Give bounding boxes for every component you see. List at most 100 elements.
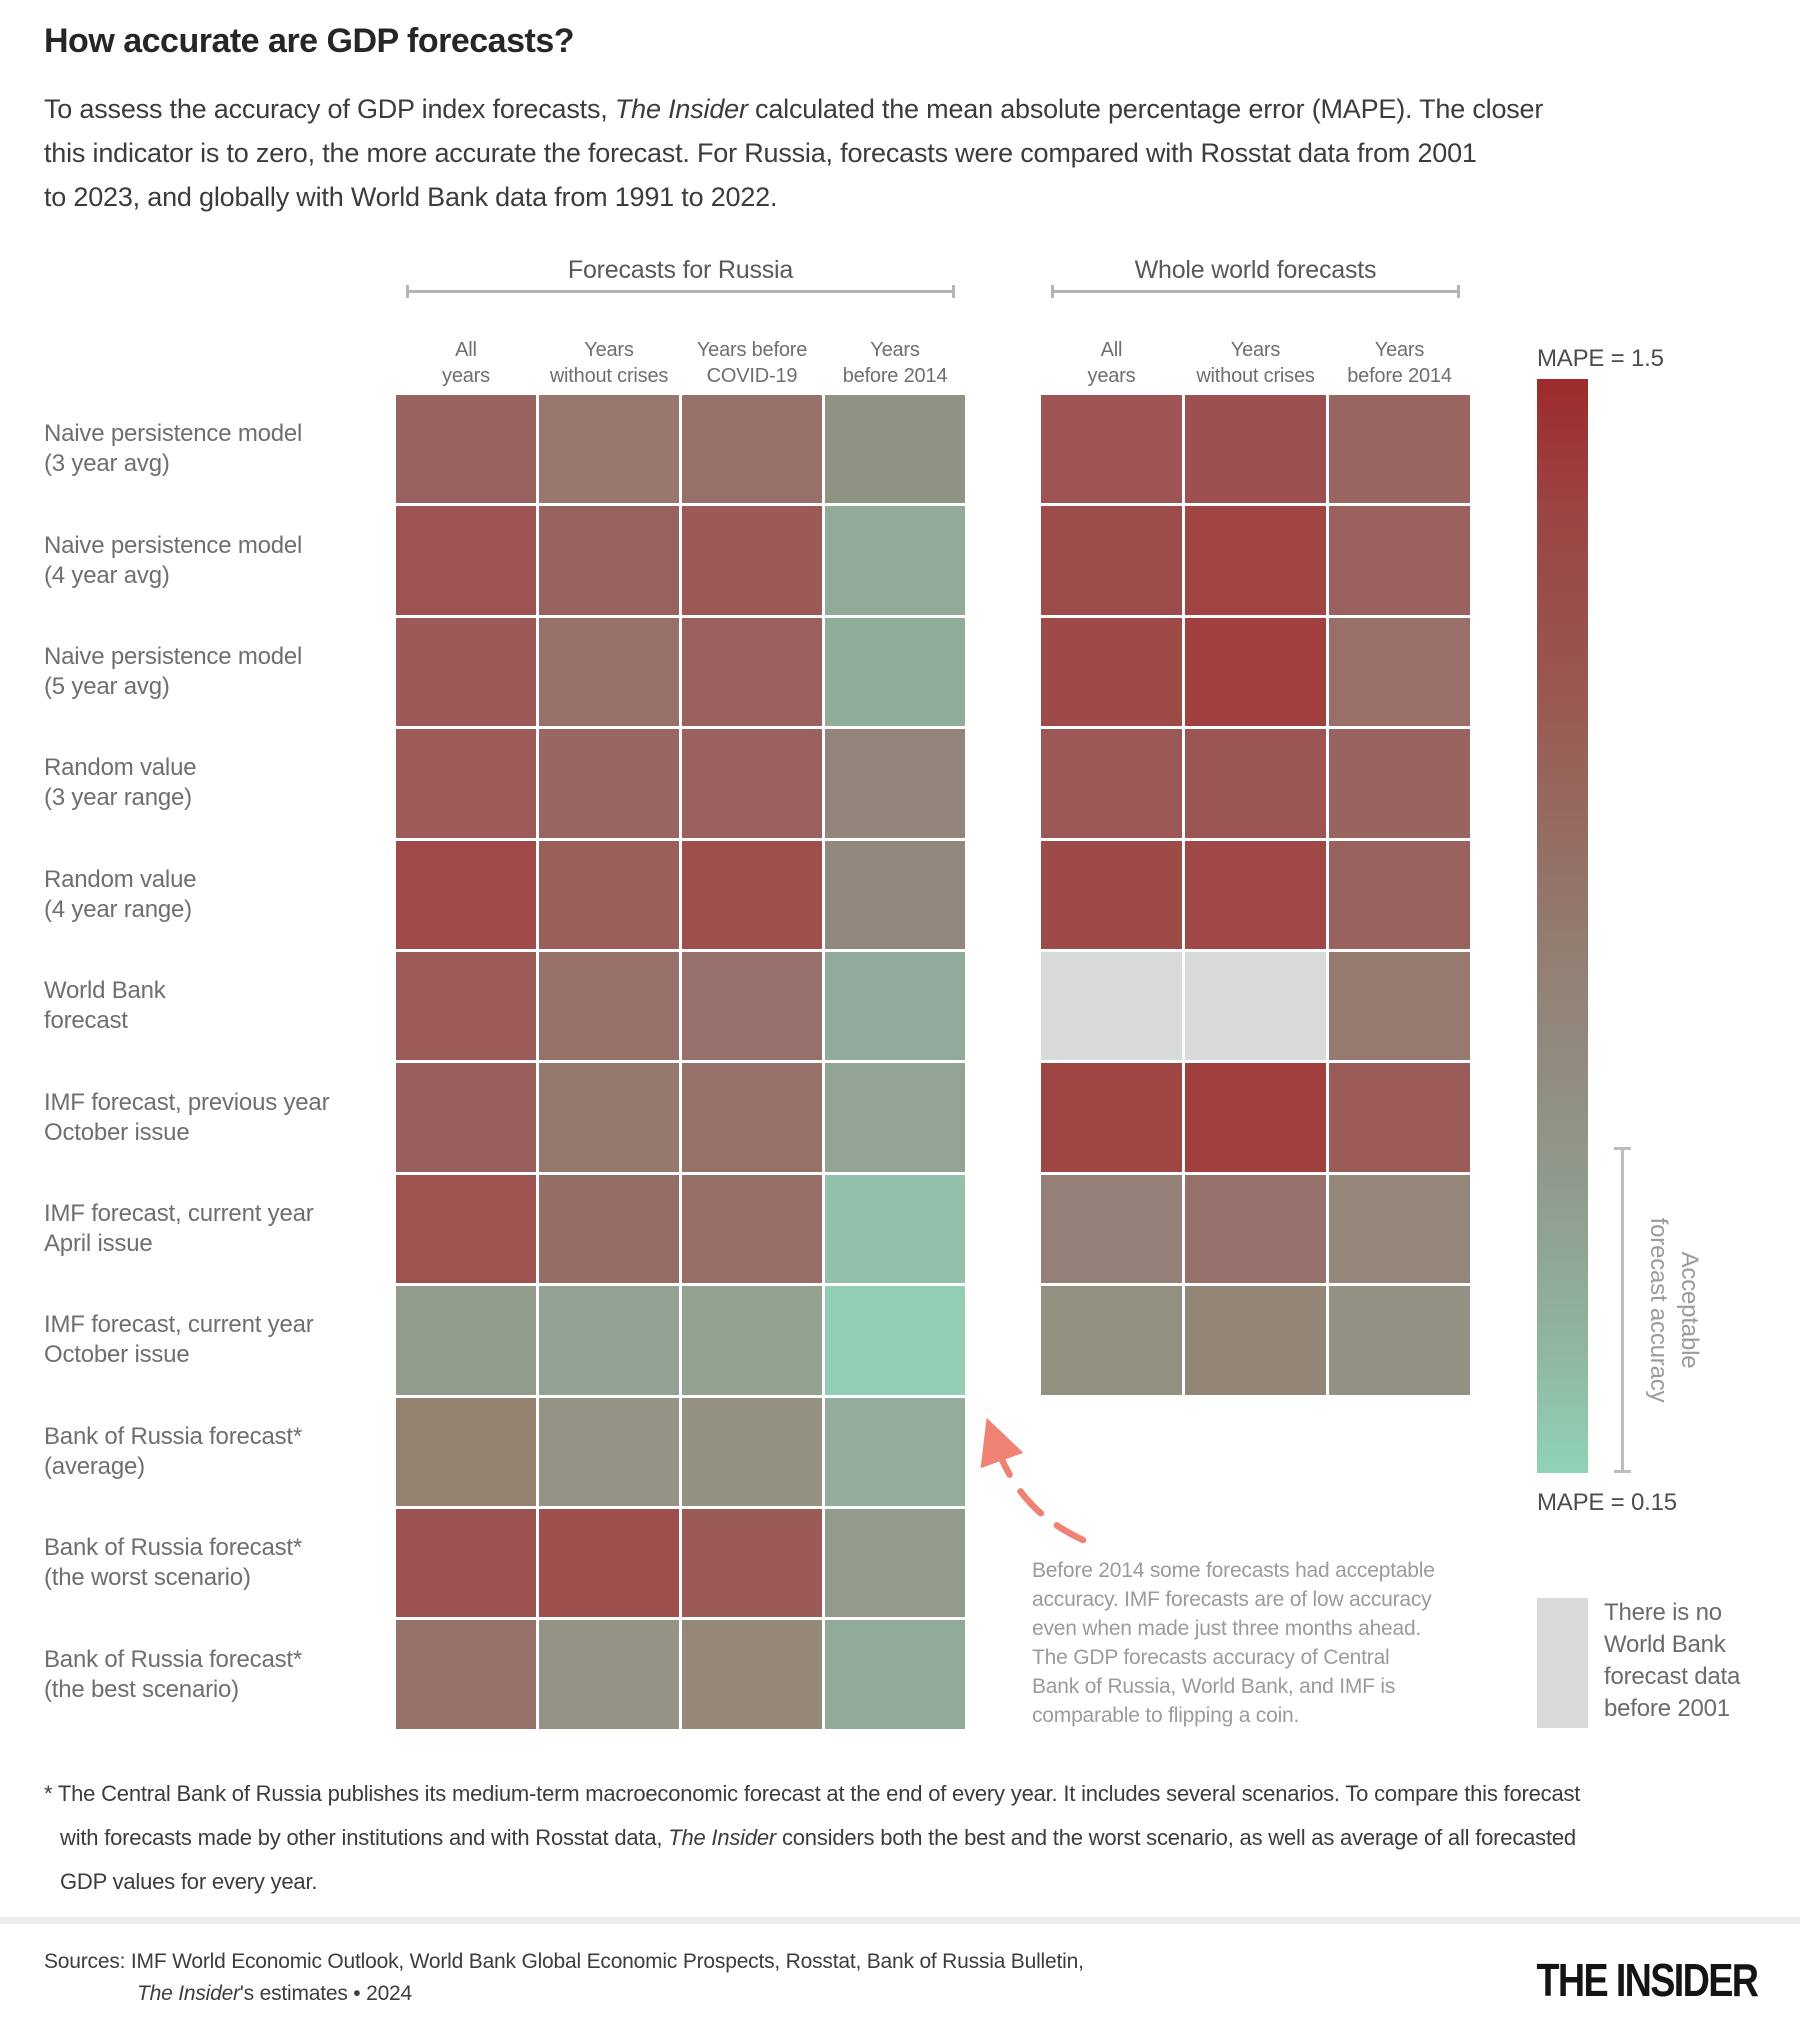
row-label-line: (4 year avg) — [44, 561, 170, 589]
no-data-label: There is no World Bank forecast data bef… — [1604, 1599, 1741, 1722]
heatmap-cell-r3c1 — [396, 617, 536, 727]
row-label: Naive persistence model (4 year avg) — [44, 506, 389, 614]
heatmap-cell-r7c2 — [1185, 1063, 1326, 1172]
heatmap-cell-r6c4 — [825, 951, 965, 1061]
row-label-line: Random value — [44, 754, 197, 782]
heatmap-cell-r5c2 — [539, 840, 679, 949]
page-title: How accurate are GDP forecasts? — [44, 22, 575, 60]
row-label-line: Naive persistence model — [44, 531, 303, 559]
heatmap-cell-r6c1 — [396, 951, 536, 1061]
footnote-line: with forecasts made by other institution… — [60, 1825, 1576, 1850]
heatmap-cell-r2c3 — [1329, 506, 1470, 615]
heatmap-cell-r11c2 — [539, 1508, 679, 1618]
column-header-line: COVID-19 — [706, 365, 798, 387]
heatmap-cell-r8c1 — [1041, 1174, 1182, 1284]
heatmap-cell-r7c1 — [1041, 1063, 1182, 1172]
column-header-line: Years before — [696, 339, 808, 361]
heatmap-cell-r5c3 — [1329, 840, 1470, 949]
row-label: IMF forecast, current year October issue — [44, 1286, 389, 1394]
sources-line: The Insider's estimates • 2024 — [137, 1982, 413, 2005]
row-label-line: IMF forecast, current year — [44, 1311, 314, 1339]
row-label-line: Bank of Russia forecast* — [44, 1422, 302, 1450]
sources-line: Sources: IMF World Economic Outlook, Wor… — [44, 1950, 1084, 1973]
heatmap-cell-r9c4 — [825, 1286, 965, 1395]
column-header-line: All — [1100, 339, 1123, 361]
footnote-line: GDP values for every year. — [60, 1869, 318, 1894]
heatmap-cell-r2c3 — [682, 506, 822, 615]
annotation-line: Bank of Russia, World Bank, and IMF is — [1032, 1675, 1396, 1698]
annotation-line: The GDP forecasts accuracy of Central — [1032, 1646, 1390, 1669]
heatmap-cell-r2c1 — [1041, 506, 1182, 615]
heatmap-cell-r3c2 — [1185, 617, 1326, 727]
acceptable-range-label: Acceptable forecast accuracy — [1645, 1217, 1703, 1403]
heatmap-cell-r3c2 — [539, 617, 679, 727]
heatmap-cell-r12c3 — [682, 1620, 822, 1729]
annotation-line: even when made just three months ahead. — [1032, 1617, 1422, 1640]
heatmap-cell-r6c3 — [682, 951, 822, 1061]
heatmap-cell-r9c1 — [396, 1286, 536, 1395]
heatmap-cell-r1c1 — [396, 395, 536, 504]
heatmap-cell-r11c4 — [825, 1508, 965, 1618]
heatmap-cell-r3c3 — [1329, 617, 1470, 727]
heatmap-cell-r4c2 — [1185, 729, 1326, 838]
heatmap-cell-r3c3 — [682, 617, 822, 727]
column-header: Years without crises — [1185, 331, 1326, 389]
heatmap-cell-r9c3 — [1329, 1286, 1470, 1395]
heatmap-cell-r2c2 — [539, 506, 679, 615]
heatmap-cell-r9c2 — [1185, 1286, 1326, 1395]
heatmap-cell-r9c1 — [1041, 1286, 1182, 1395]
row-label: Naive persistence model (5 year avg) — [44, 618, 389, 726]
subtitle-line: to 2023, and globally with World Bank da… — [44, 182, 778, 212]
heatmap-cell-r6c2 — [1185, 951, 1326, 1061]
row-label-line: Bank of Russia forecast* — [44, 1534, 302, 1562]
row-label-line: Naive persistence model — [44, 420, 303, 448]
heatmap-cell-r8c2 — [539, 1174, 679, 1284]
heatmap-cell-r8c3 — [682, 1174, 822, 1284]
row-label: IMF forecast, previous year October issue — [44, 1063, 389, 1171]
row-label-line: Bank of Russia forecast* — [44, 1645, 302, 1673]
row-label: Naive persistence model (3 year avg) — [44, 395, 389, 503]
column-header-line: All — [455, 339, 477, 361]
column-header: Years without crises — [539, 331, 679, 389]
annotation-line: Before 2014 some forecasts had acceptabl… — [1032, 1559, 1435, 1582]
heatmap-cell-r12c2 — [539, 1620, 679, 1729]
column-header-line: years — [442, 365, 490, 387]
heatmap-cell-r7c2 — [539, 1063, 679, 1172]
row-label: World Bank forecast — [44, 952, 389, 1060]
row-label-line: IMF forecast, current year — [44, 1199, 314, 1227]
row-label-line: (the worst scenario) — [44, 1564, 251, 1592]
heatmap-cell-r6c3 — [1329, 951, 1470, 1061]
row-label-line: (3 year avg) — [44, 450, 170, 478]
column-header: Years before 2014 — [1329, 331, 1470, 389]
heatmap-cell-r11c1 — [396, 1508, 536, 1618]
heatmap-cell-r6c2 — [539, 951, 679, 1061]
heatmap-cell-r5c4 — [825, 840, 965, 949]
column-header: All years — [1041, 331, 1182, 389]
row-label-line: (3 year range) — [44, 784, 192, 812]
acceptable-range-bracket — [1614, 1147, 1631, 1473]
heatmap-cell-r2c4 — [825, 506, 965, 615]
column-header-line: Years — [1230, 339, 1281, 361]
row-label-line: (4 year range) — [44, 895, 192, 923]
legend-min-label: MAPE = 0.15 — [1537, 1489, 1677, 1516]
heatmap-cell-r5c3 — [682, 840, 822, 949]
heatmap-cell-r11c3 — [682, 1508, 822, 1618]
row-label: Bank of Russia forecast* (the worst scena… — [44, 1509, 389, 1617]
annotation-text: Before 2014 some forecasts had acceptabl… — [1032, 1556, 1435, 1730]
row-label-line: forecast — [44, 1007, 128, 1035]
row-label: Bank of Russia forecast* (the best scenar… — [44, 1620, 389, 1728]
column-header: All years — [396, 331, 536, 389]
heatmap-cell-r1c4 — [825, 395, 965, 504]
group-title: Forecasts for Russia — [567, 256, 794, 284]
footnote-line: * The Central Bank of Russia publishes i… — [44, 1781, 1581, 1806]
heatmap-cell-r3c1 — [1041, 617, 1182, 727]
heatmap-cell-r9c2 — [539, 1286, 679, 1395]
row-label-line: IMF forecast, previous year — [44, 1088, 330, 1116]
row-label-line: October issue — [44, 1118, 190, 1146]
heatmap-cell-r3c4 — [825, 617, 965, 727]
column-header: Years before COVID-19 — [682, 331, 822, 389]
heatmap-cell-r4c2 — [539, 729, 679, 838]
heatmap-cell-r7c4 — [825, 1063, 965, 1172]
heatmap-cell-r12c1 — [396, 1620, 536, 1729]
legend-max-label: MAPE = 1.5 — [1537, 345, 1664, 372]
